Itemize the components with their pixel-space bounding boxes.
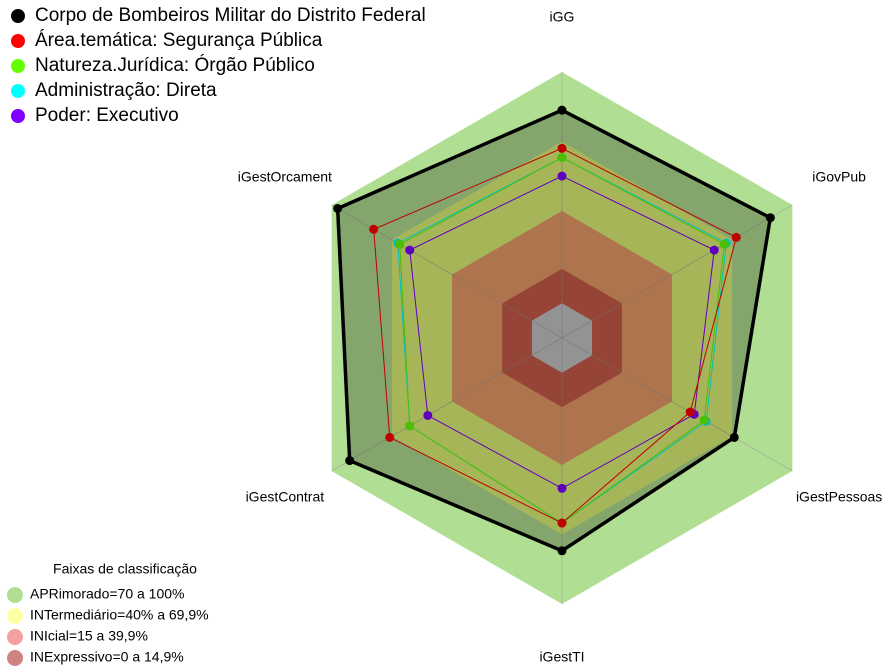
data-point <box>333 203 343 213</box>
data-point <box>405 245 415 255</box>
data-point <box>685 407 695 417</box>
category-label: iGovPub <box>812 169 866 185</box>
band-legend-marker <box>7 608 23 624</box>
data-point <box>765 213 775 223</box>
data-point <box>405 421 415 431</box>
legend-marker <box>11 59 25 73</box>
data-point <box>557 143 567 153</box>
category-label: iGestTI <box>539 649 584 665</box>
data-point <box>557 546 567 556</box>
data-point <box>557 171 567 181</box>
band-legend-label: INExpressivo=0 a 14,9% <box>30 649 184 665</box>
category-label: iGestOrcament <box>238 169 332 185</box>
band-legend-label: INTermediário=40% a 69,9% <box>30 607 209 623</box>
spoke <box>561 337 793 472</box>
spoke <box>331 337 563 472</box>
data-point <box>719 239 729 249</box>
category-label: iGestContrat <box>246 489 325 505</box>
data-point <box>369 224 379 234</box>
data-point <box>423 410 433 420</box>
category-label: iGG <box>550 9 575 25</box>
data-point <box>385 432 395 442</box>
data-point <box>557 153 567 163</box>
data-point <box>557 483 567 493</box>
data-point <box>395 239 405 249</box>
category-label: iGestPessoas <box>796 489 882 505</box>
legend-marker <box>11 34 25 48</box>
band-legend-label: APRimorado=70 a 100% <box>30 586 185 602</box>
legend-label: Natureza.Jurídica: Órgão Público <box>35 54 315 76</box>
legend-label: Administração: Direta <box>35 80 217 101</box>
legend-label: Poder: Executivo <box>35 105 179 126</box>
data-point <box>345 456 355 466</box>
data-point <box>729 432 739 442</box>
band-legend-marker <box>7 650 23 666</box>
band-legend-marker <box>7 587 23 603</box>
bands-title: Faixas de classificação <box>53 561 197 577</box>
data-point <box>731 232 741 242</box>
legend-marker <box>11 9 25 23</box>
data-point <box>557 105 567 115</box>
data-point <box>709 245 719 255</box>
legend-marker <box>11 109 25 123</box>
data-point <box>557 518 567 528</box>
spoke <box>561 204 793 339</box>
legend-marker <box>11 84 25 98</box>
band-legend-marker <box>7 629 23 645</box>
data-point <box>699 415 709 425</box>
band-legend-label: INIcial=15 a 39,9% <box>30 628 148 644</box>
legend-label: Corpo de Bombeiros Militar do Distrito F… <box>35 5 426 26</box>
legend-label: Área.temática: Segurança Pública <box>35 30 323 51</box>
